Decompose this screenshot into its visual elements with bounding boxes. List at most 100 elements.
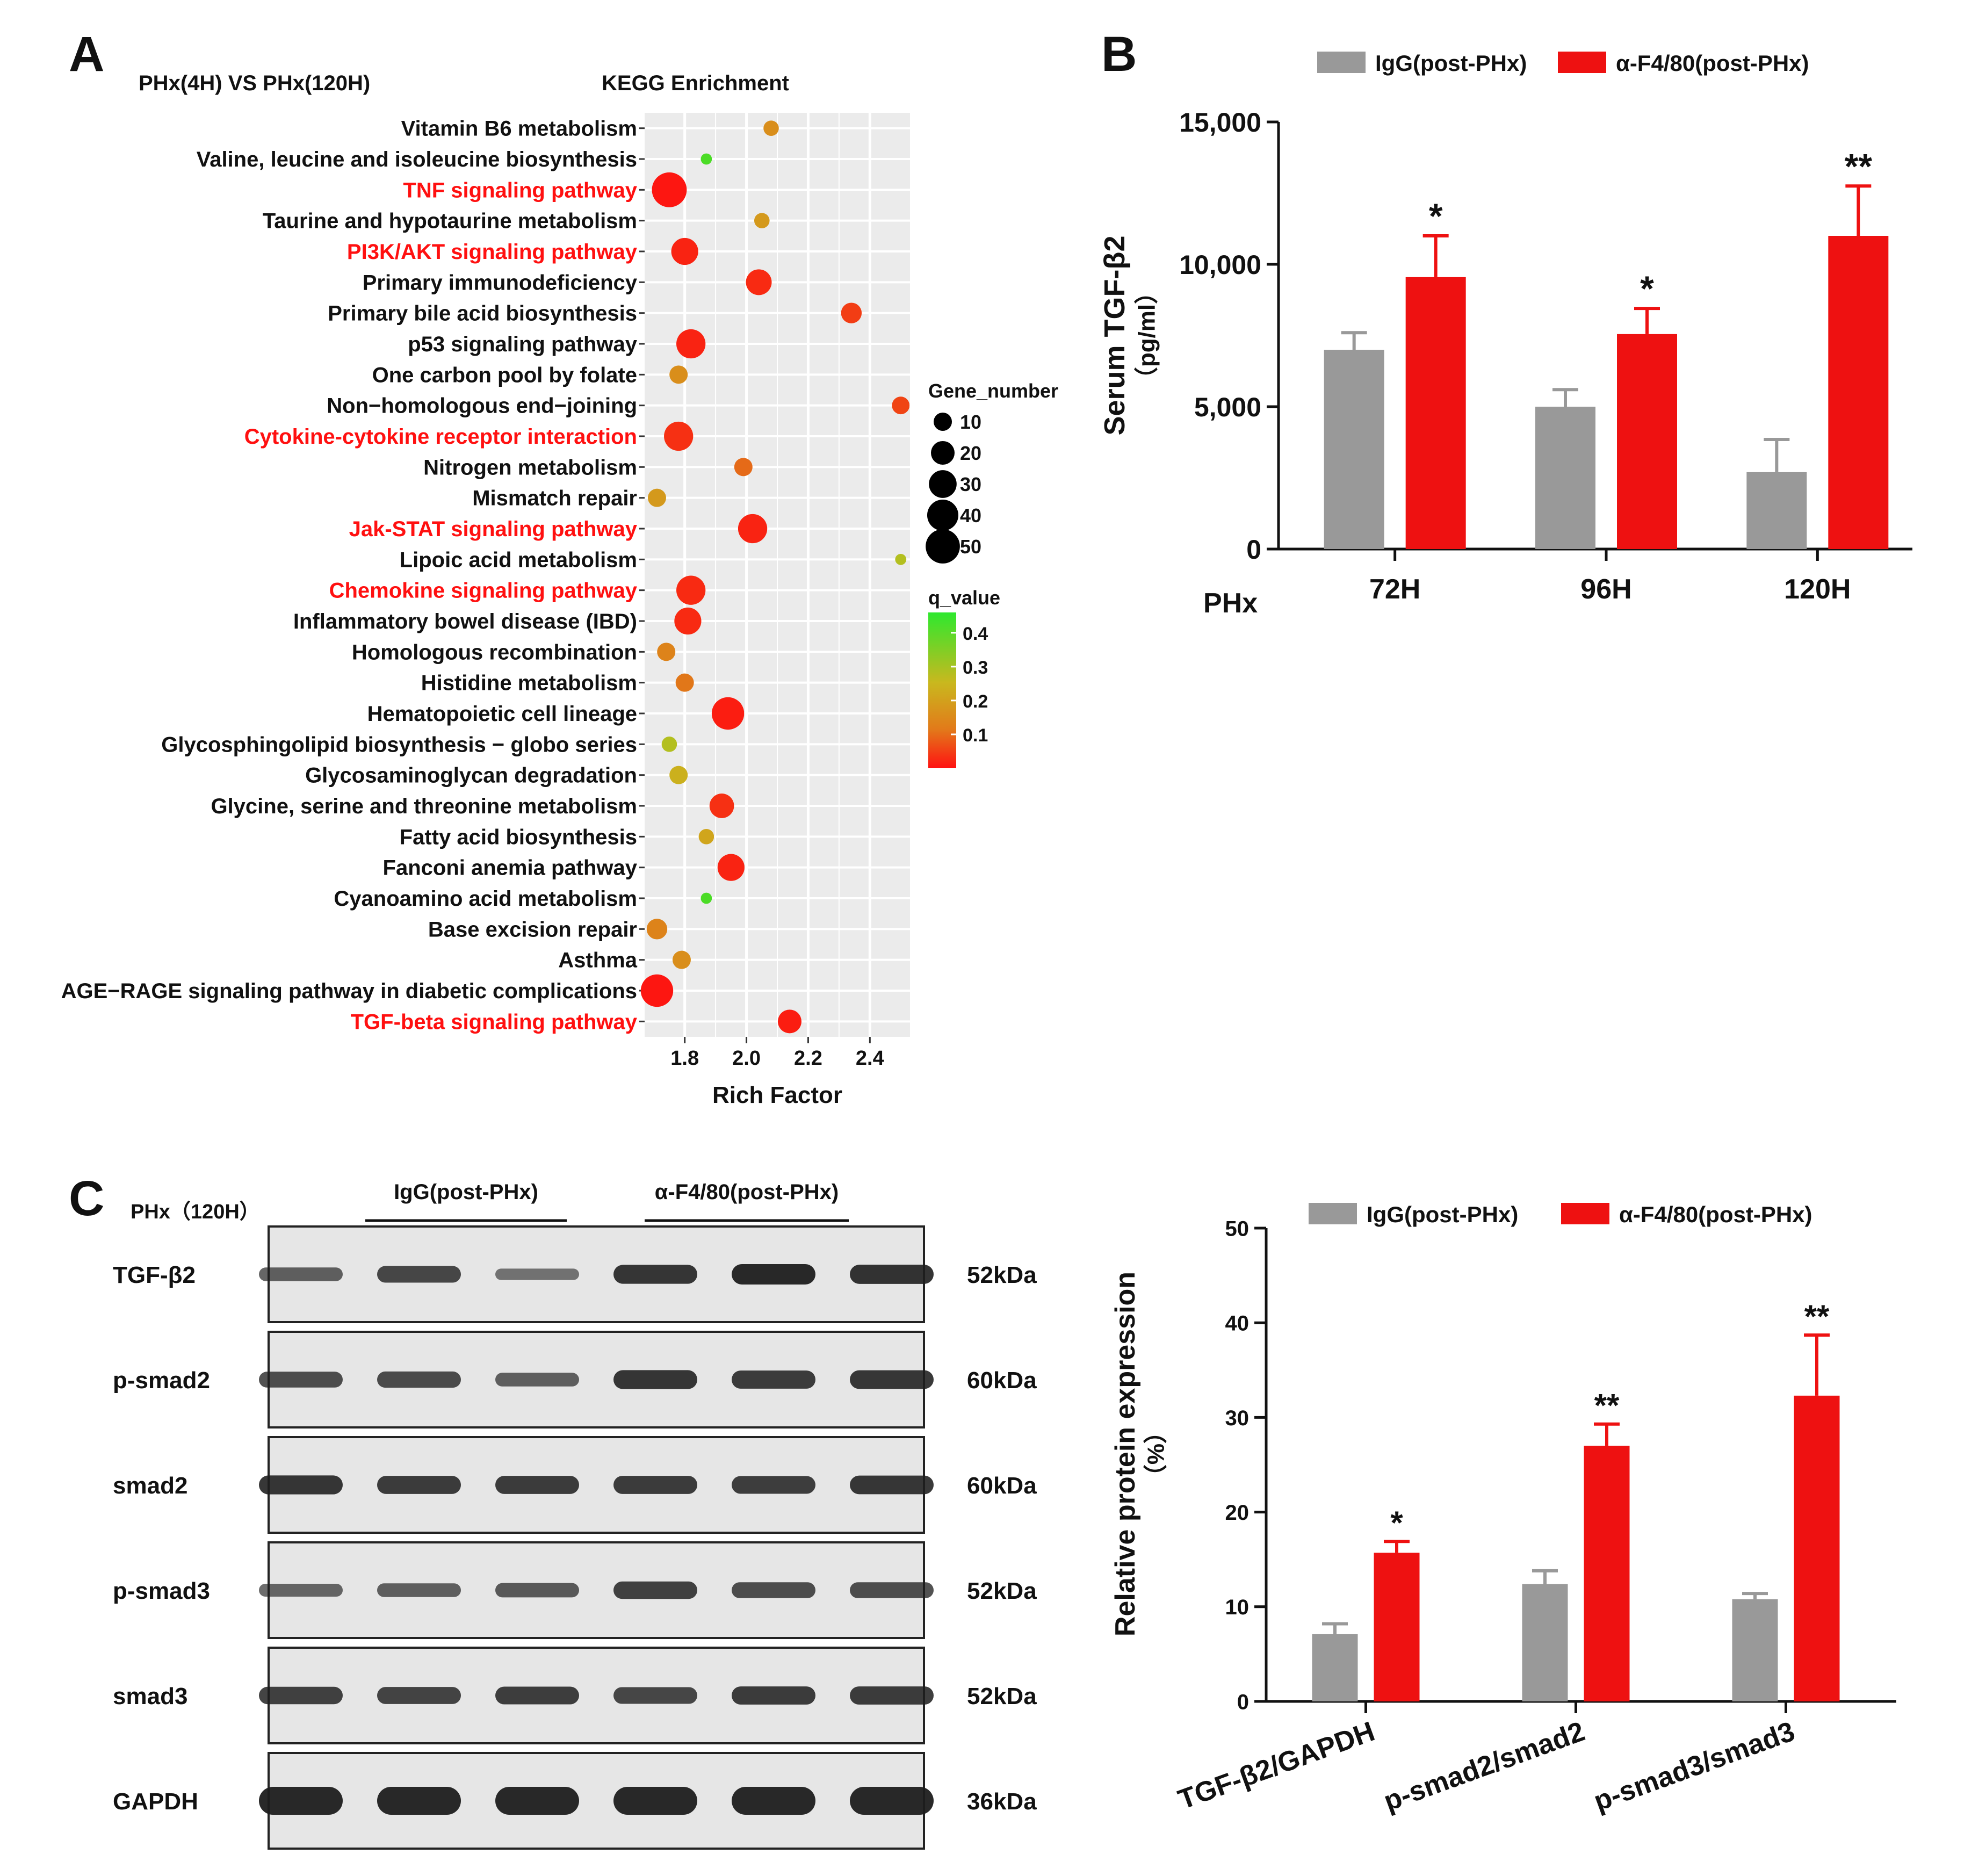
chart-a-point bbox=[676, 329, 706, 359]
chart-a-point bbox=[657, 643, 676, 661]
y-tick-label: 50 bbox=[1225, 1217, 1250, 1240]
blot-size-label: 52kDa bbox=[967, 1578, 1037, 1604]
chart-a-point bbox=[711, 697, 745, 730]
chart-a-point bbox=[640, 974, 674, 1007]
blot-band bbox=[613, 1581, 697, 1599]
blot-band bbox=[495, 1686, 579, 1705]
significance-mark: ** bbox=[1804, 1298, 1830, 1334]
chart-a-point bbox=[763, 120, 779, 136]
chart-a-pathway-label: TNF signaling pathway bbox=[403, 178, 637, 202]
chart-a-point bbox=[841, 302, 862, 323]
blot-band bbox=[732, 1264, 815, 1285]
chart-a-size-legend-dot bbox=[929, 470, 957, 498]
blot-band bbox=[732, 1686, 815, 1705]
significance-mark: * bbox=[1640, 269, 1654, 308]
chart-a-pathway-label: Jak-STAT signaling pathway bbox=[349, 517, 638, 541]
blot-group-label: IgG(post-PHx) bbox=[394, 1180, 538, 1204]
panel-label: B bbox=[1101, 27, 1137, 82]
bar bbox=[1522, 1584, 1568, 1701]
blot-protein-label: p-smad2 bbox=[113, 1367, 210, 1394]
y-tick-label: 5,000 bbox=[1194, 392, 1261, 422]
significance-mark: * bbox=[1429, 196, 1443, 236]
chart-a-point bbox=[709, 793, 734, 818]
chart-a-point bbox=[652, 172, 687, 207]
bar bbox=[1794, 1395, 1840, 1701]
legend-label: IgG(post-PHx) bbox=[1367, 1202, 1518, 1227]
chart-a-point bbox=[675, 673, 694, 692]
chart-a-point bbox=[892, 396, 910, 415]
panel-label: C bbox=[69, 1171, 104, 1226]
chart-a-pathway-label: p53 signaling pathway bbox=[408, 333, 638, 356]
blot-membrane bbox=[268, 1436, 925, 1534]
chart-a-pathway-label: AGE−RAGE signaling pathway in diabetic c… bbox=[61, 979, 637, 1003]
chart-a-pathway-label: Inflammatory bowel disease (IBD) bbox=[293, 610, 637, 633]
blot-membrane bbox=[268, 1752, 925, 1850]
blot-size-label: 36kDa bbox=[967, 1788, 1037, 1815]
chart-a-color-legend-title: q_value bbox=[928, 587, 1000, 609]
chart-a-pathway-label: PI3K/AKT signaling pathway bbox=[347, 240, 638, 264]
blot-band bbox=[613, 1370, 697, 1389]
significance-mark: ** bbox=[1845, 146, 1873, 186]
chart-a-size-legend-label: 30 bbox=[960, 473, 981, 495]
chart-a-pathway-label: Non−homologous end−joining bbox=[327, 394, 637, 418]
blot-band bbox=[377, 1476, 461, 1494]
panel-b-serum-tgf-beta2: IgG(post-PHx) α-F4/80(post-PHx) 0 5,000 10,0… bbox=[1099, 50, 1912, 619]
blot-band bbox=[495, 1373, 579, 1387]
chart-a-point bbox=[754, 213, 770, 228]
chart-a-pathway-label: Primary bile acid biosynthesis bbox=[328, 302, 637, 326]
x-tick-label: 120H bbox=[1784, 574, 1851, 605]
chart-a-size-legend-label: 50 bbox=[960, 536, 981, 558]
chart-a-point bbox=[734, 458, 753, 477]
y-tick-label: 0 bbox=[1246, 535, 1261, 565]
chart-a-point bbox=[669, 365, 688, 384]
blot-band bbox=[732, 1582, 815, 1598]
y-tick-label: 20 bbox=[1225, 1501, 1250, 1525]
significance-mark: ** bbox=[1594, 1388, 1620, 1424]
blot-band bbox=[495, 1787, 579, 1815]
blot-band bbox=[259, 1372, 343, 1388]
panel-c-relative-expression: IgG(post-PHx) α-F4/80(post-PHx) 0 10 20 30 40 5… bbox=[1110, 1202, 1896, 1817]
blot-size-label: 52kDa bbox=[967, 1683, 1037, 1709]
chart-a-colorbar-label: 0.2 bbox=[963, 691, 988, 712]
chart-a-point bbox=[661, 737, 677, 752]
chart-a-pathway-label: Taurine and hypotaurine metabolism bbox=[263, 210, 637, 233]
chart-a-point bbox=[646, 919, 668, 940]
blot-band bbox=[377, 1371, 461, 1388]
blot-membrane bbox=[268, 1541, 925, 1639]
blot-band bbox=[259, 1584, 343, 1597]
chart-a-point bbox=[746, 269, 772, 295]
blot-band bbox=[850, 1475, 934, 1495]
blot-band bbox=[495, 1583, 579, 1598]
chart-a-pathway-label: Homologous recombination bbox=[352, 640, 637, 664]
chart-a-point bbox=[676, 575, 706, 605]
chart-a-point bbox=[672, 950, 691, 969]
legend-label: α-F4/80(post-PHx) bbox=[1619, 1202, 1812, 1227]
blot-band bbox=[259, 1686, 343, 1705]
y-tick-label: 40 bbox=[1225, 1312, 1250, 1336]
chart-a-size-legend-dot bbox=[931, 441, 955, 465]
bar bbox=[1405, 277, 1466, 549]
blot-band bbox=[259, 1267, 343, 1281]
chart-a-point bbox=[700, 892, 712, 904]
chart-a-pathway-label: One carbon pool by folate bbox=[372, 363, 637, 387]
chart-a-size-legend-title: Gene_number bbox=[928, 380, 1058, 402]
chart-a-point bbox=[717, 854, 745, 881]
chart-a-pathway-label: Glycosaminoglycan degradation bbox=[305, 764, 637, 788]
x-tick-label: p-smad2/smad2 bbox=[1380, 1716, 1588, 1817]
chart-a-pathway-label: Base excision repair bbox=[428, 918, 637, 941]
legend-swatch bbox=[1558, 52, 1606, 73]
chart-a-pathway-label: Fatty acid biosynthesis bbox=[400, 825, 637, 849]
blot-size-label: 60kDa bbox=[967, 1473, 1037, 1499]
chart-a-point bbox=[895, 553, 907, 565]
bar bbox=[1828, 236, 1889, 549]
blot-condition-label: PHx（120H） bbox=[131, 1201, 260, 1223]
blot-size-label: 52kDa bbox=[967, 1262, 1037, 1288]
chart-a-pathway-label: Glycosphingolipid biosynthesis − globo s… bbox=[161, 733, 637, 756]
x-tick-label: TGF-β2/GAPDH bbox=[1174, 1716, 1379, 1816]
blot-band bbox=[259, 1475, 343, 1495]
y-axis-unit: （pg/ml） bbox=[1134, 280, 1160, 391]
legend-swatch bbox=[1309, 1203, 1357, 1224]
bar bbox=[1584, 1446, 1630, 1701]
y-axis-unit: （%） bbox=[1143, 1420, 1169, 1488]
